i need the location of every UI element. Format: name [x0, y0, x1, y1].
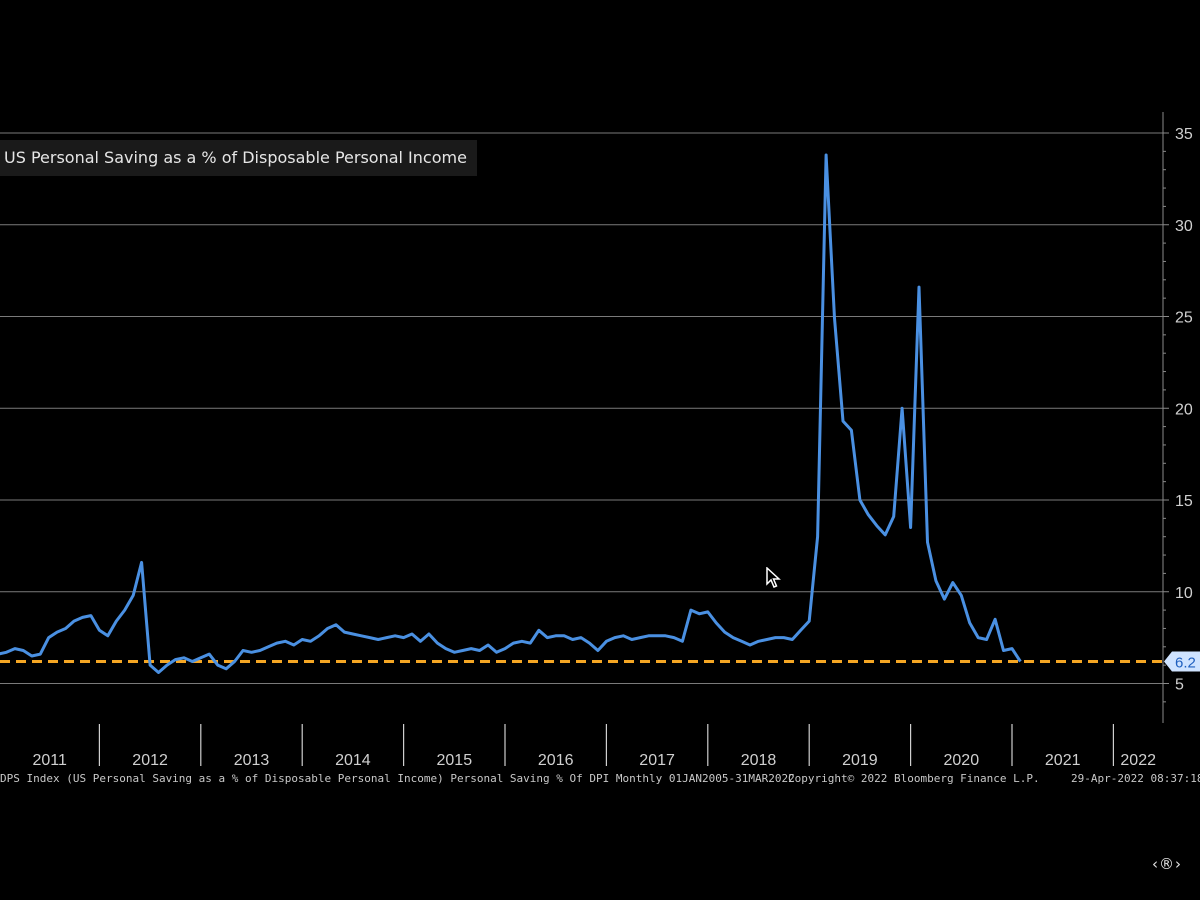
y-axis: 5 10 15 20 25 30 35	[1162, 112, 1193, 723]
y-tick-label-35: 35	[1175, 126, 1193, 143]
y-tick-label-25: 25	[1175, 310, 1193, 327]
last-value-text: 6.2	[1175, 654, 1196, 671]
x-tick-label-2016: 2016	[538, 752, 574, 769]
saving-rate-line	[0, 153, 1022, 674]
x-tick-label-2018: 2018	[741, 752, 777, 769]
x-tick-label-2011: 2011	[32, 752, 67, 769]
last-value-label: 6.2	[1164, 651, 1200, 672]
x-tick-label-2019: 2019	[842, 752, 878, 769]
gridlines	[0, 132, 1163, 684]
x-axis: 2011 2012 2013 2014 2015 2016 2017 2018 2019 2020…	[32, 724, 1156, 769]
y-tick-label-20: 20	[1175, 401, 1193, 418]
x-tick-label-2021: 2021	[1045, 752, 1081, 769]
x-tick-label-2015: 2015	[437, 752, 473, 769]
x-tick-label-2013: 2013	[234, 752, 270, 769]
mouse-pointer-icon	[766, 567, 781, 588]
last-value-tag	[1164, 651, 1200, 672]
series-legend: US Personal Saving as a % of Disposable …	[0, 140, 477, 176]
footer-description: DPS Index (US Personal Saving as a % of …	[0, 772, 795, 785]
y-tick-label-10: 10	[1175, 585, 1193, 602]
y-tick-label-5: 5	[1175, 677, 1184, 694]
footer-timestamp: 29-Apr-2022 08:37:18	[1071, 772, 1200, 785]
x-tick-label-2012: 2012	[132, 752, 168, 769]
footer-copyright: Copyright© 2022 Bloomberg Finance L.P.	[788, 772, 1040, 785]
y-tick-label-15: 15	[1175, 493, 1193, 510]
y-tick-label-30: 30	[1175, 218, 1193, 235]
x-tick-label-2017: 2017	[639, 752, 675, 769]
x-tick-label-2022: 2022	[1120, 752, 1156, 769]
brand-logo-icon: ‹®›	[1152, 855, 1182, 873]
series-line	[0, 153, 1022, 674]
x-tick-label-2020: 2020	[944, 752, 980, 769]
x-tick-label-2014: 2014	[335, 752, 371, 769]
